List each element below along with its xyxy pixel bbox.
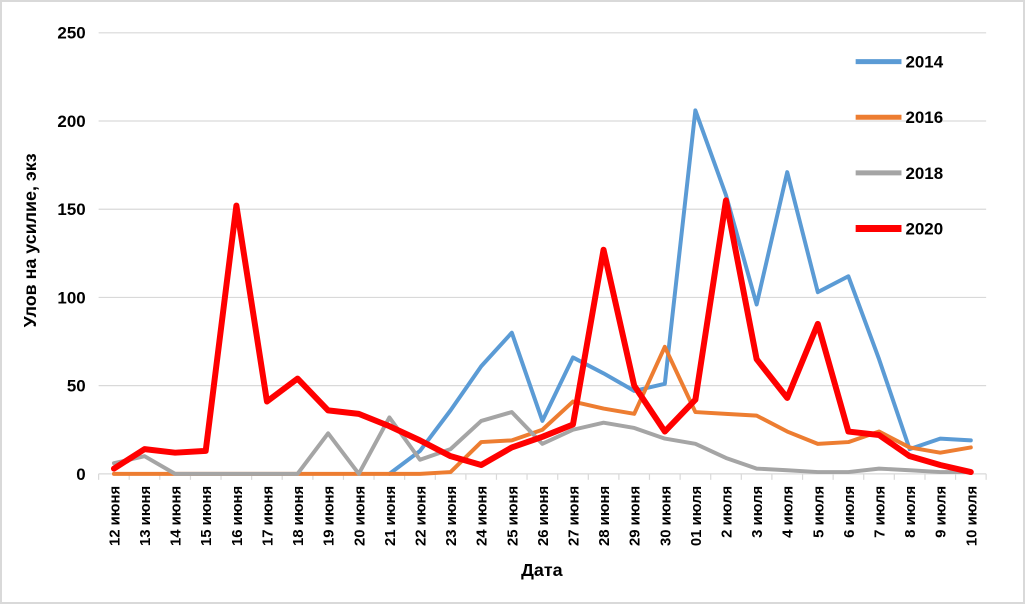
y-tick-label: 50: [67, 377, 86, 396]
y-axis-title: Улов на усилие, экз: [20, 153, 40, 327]
legend-label-2014: 2014: [905, 53, 943, 72]
x-tick-label: 26 июня: [535, 486, 552, 546]
series-line-2020: [110, 197, 974, 476]
x-tick-label: 18 июня: [290, 486, 307, 546]
x-tick-label: 24 июня: [474, 486, 491, 546]
y-tick-label: 100: [57, 288, 85, 307]
x-tick-label: 25 июня: [504, 486, 521, 546]
x-tick-label: 28 июня: [596, 486, 613, 546]
x-tick-label: 9 июля: [933, 486, 950, 538]
series-line-2018: [111, 410, 973, 476]
x-tick-label: 19 июня: [321, 486, 338, 546]
x-tick-label: 29 июня: [627, 486, 644, 546]
x-tick-label: 4 июля: [780, 486, 797, 538]
x-tick-label: 23 июня: [443, 486, 460, 546]
x-tick-label: 3 июля: [749, 486, 766, 538]
y-tick-label: 150: [57, 200, 85, 219]
x-tick-label: 20 июня: [351, 486, 368, 546]
y-tick-label: 250: [57, 24, 85, 43]
x-tick-label: 7 июля: [872, 486, 889, 538]
x-tick-label: 14 июня: [168, 486, 185, 546]
x-tick-label: 6 июля: [841, 486, 858, 538]
series-line-2014: [387, 108, 973, 476]
x-tick-label: 12 июня: [106, 486, 123, 546]
x-axis-title: Дата: [521, 560, 564, 580]
legend-label-2020: 2020: [905, 219, 943, 238]
x-tick-label: 21 июня: [382, 486, 399, 546]
x-tick-label: 27 июня: [565, 486, 582, 546]
x-tick-label: 2 июля: [718, 486, 735, 538]
legend-label-2016: 2016: [905, 108, 943, 127]
x-tick-label: 30 июня: [657, 486, 674, 546]
x-tick-label: 8 июля: [902, 486, 919, 538]
x-tick-label: 17 июня: [259, 486, 276, 546]
y-tick-label: 0: [76, 465, 85, 484]
legend-label-2018: 2018: [905, 164, 943, 183]
x-tick-label: 13 июня: [137, 486, 154, 546]
x-tick-label: 22 июня: [412, 486, 429, 546]
x-tick-label: 5 июля: [810, 486, 827, 538]
x-tick-label: 16 июня: [229, 486, 246, 546]
x-tick-label: 01 июля: [688, 486, 705, 546]
y-tick-label: 200: [57, 112, 85, 131]
x-tick-label: 15 июня: [198, 486, 215, 546]
x-tick-label: 10 июля: [963, 486, 980, 546]
